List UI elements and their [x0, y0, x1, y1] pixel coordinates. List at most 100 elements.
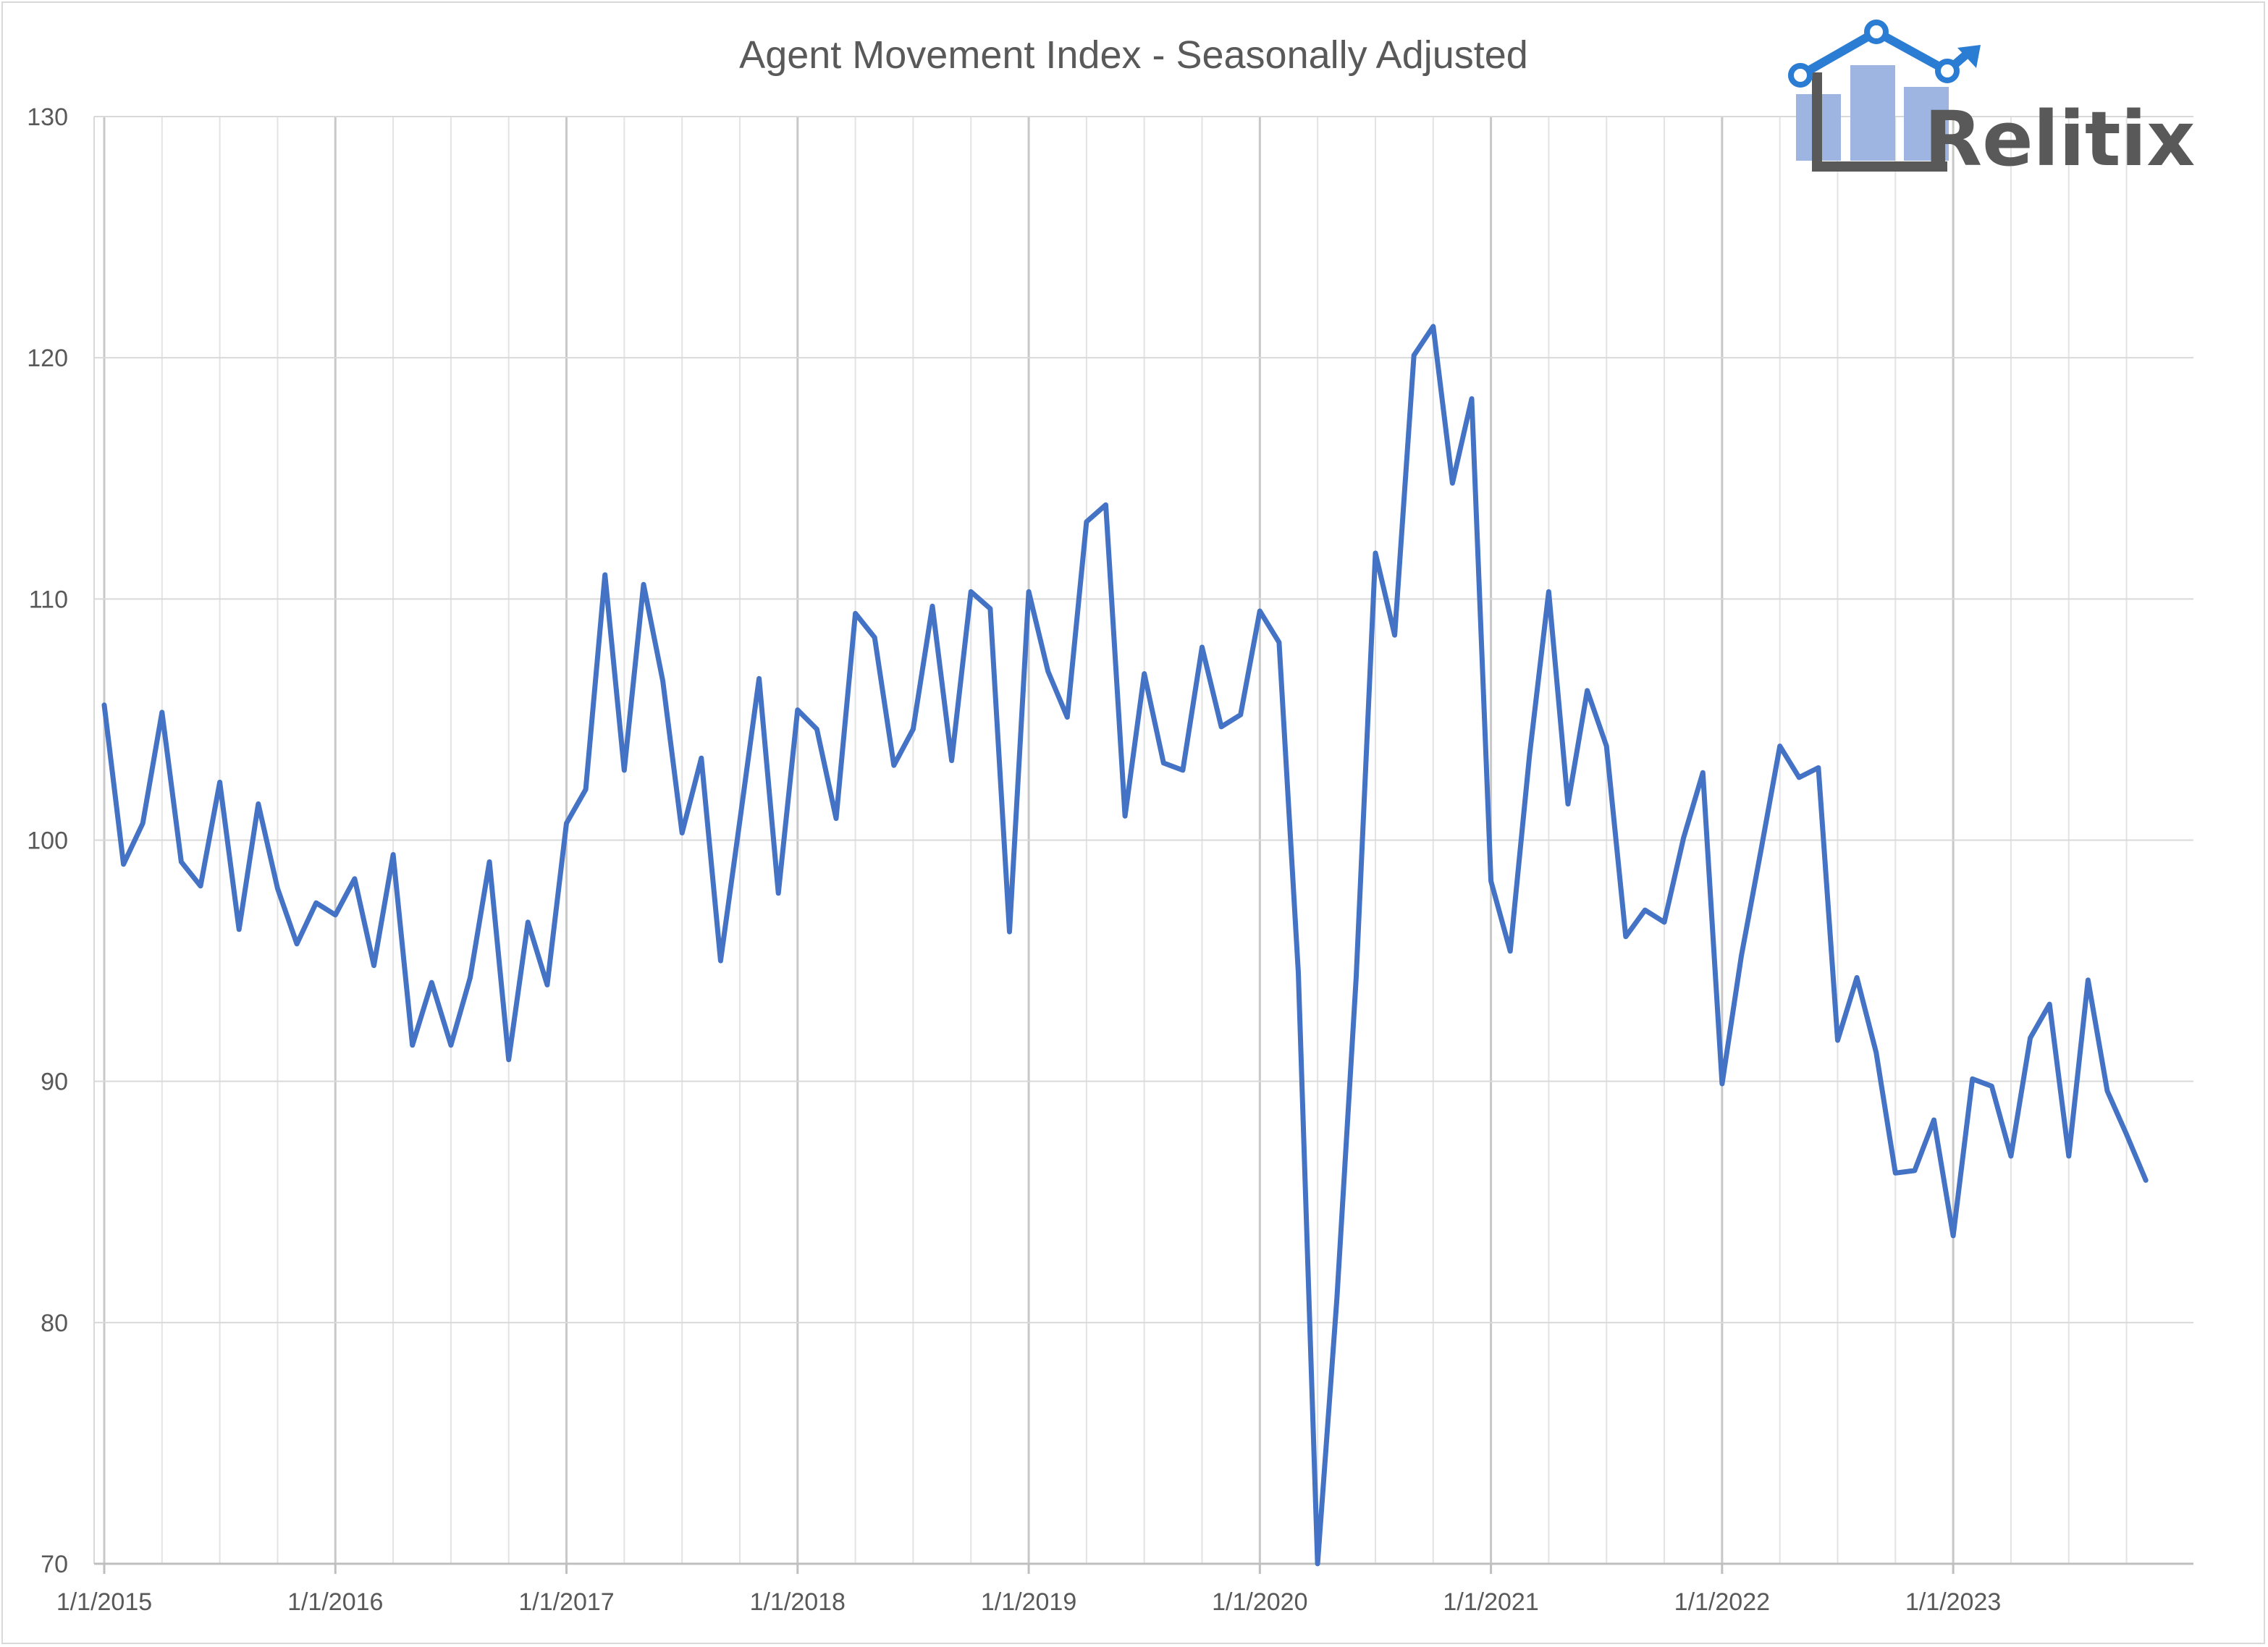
data-point [1740, 953, 1744, 958]
data-point [796, 708, 800, 712]
data-point [2028, 1036, 2033, 1040]
data-point [1546, 589, 1551, 594]
data-point [507, 1058, 511, 1062]
logo-bracket [1812, 72, 1947, 172]
data-point [1624, 935, 1628, 939]
data-point [1489, 879, 1493, 883]
data-point [1682, 835, 1686, 840]
data-point [699, 756, 704, 760]
data-points [102, 324, 2148, 1566]
data-point [526, 920, 530, 924]
x-tick-label: 1/1/2016 [287, 1588, 383, 1616]
data-point [661, 679, 665, 683]
data-point [237, 927, 241, 932]
data-point [160, 710, 164, 715]
data-point [1662, 920, 1666, 924]
data-point [950, 759, 954, 763]
data-point [1200, 645, 1205, 649]
x-tick-label: 1/1/2015 [56, 1588, 152, 1616]
data-point [1046, 669, 1050, 673]
data-point [333, 913, 337, 917]
data-point [930, 604, 935, 608]
data-point [429, 980, 434, 985]
data-point [2067, 1154, 2071, 1158]
x-axis: 1/1/2015 1/1/2016 1/1/2017 1/1/2018 1/1/2019… [56, 1564, 2001, 1616]
data-point [256, 802, 261, 806]
data-point [1893, 1171, 1897, 1175]
data-point [1219, 725, 1223, 729]
data-point [2086, 978, 2090, 982]
data-point [1431, 324, 1436, 329]
chart-title: Agent Movement Index - Seasonally Adjust… [739, 33, 1528, 77]
data-point [1412, 353, 1416, 358]
y-axis: 70 80 90 100 110 120 130 [27, 104, 68, 1578]
data-point [583, 788, 588, 792]
data-point [122, 862, 126, 867]
data-point [1277, 640, 1281, 644]
logo-node-icon [1788, 63, 1813, 88]
data-point [2143, 1178, 2148, 1182]
data-point [1951, 1234, 1955, 1238]
data-point [1315, 1562, 1320, 1566]
data-point [1065, 715, 1069, 720]
data-point [2105, 1089, 2109, 1093]
data-point [1527, 754, 1532, 758]
data-point [892, 763, 896, 767]
data-point [2047, 1002, 2052, 1006]
data-point [1297, 971, 1301, 975]
data-point [1008, 930, 1012, 934]
data-point [1758, 850, 1763, 854]
data-point [1161, 761, 1165, 765]
data-point [718, 959, 722, 963]
data-point [391, 853, 395, 857]
data-point [468, 975, 473, 980]
data-point [1104, 502, 1108, 507]
data-point [680, 831, 684, 835]
logo-arrow-icon [1957, 45, 1981, 68]
data-point [1816, 766, 1821, 770]
data-point [1026, 589, 1031, 594]
data-point [757, 676, 762, 681]
data-point [911, 727, 915, 731]
data-point [545, 982, 549, 987]
data-point [410, 1043, 415, 1048]
logo-bar-3 [1904, 87, 1949, 161]
data-point [1354, 975, 1358, 980]
x-tick-label: 1/1/2023 [1905, 1588, 2001, 1616]
data-point [487, 860, 492, 864]
data-point [1836, 1038, 1840, 1042]
grid-lines [93, 116, 2193, 1565]
data-point [1855, 975, 1859, 980]
data-point [1604, 744, 1609, 749]
data-point [372, 964, 376, 968]
x-tick-label: 1/1/2019 [981, 1588, 1076, 1616]
data-point [1797, 775, 1801, 780]
data-point [1970, 1077, 1975, 1081]
data-point [1989, 1084, 1994, 1088]
data-point [1720, 1082, 1724, 1086]
data-point [1257, 609, 1262, 613]
data-point [738, 819, 742, 823]
data-point [641, 582, 646, 586]
data-point [1239, 712, 1243, 717]
data-point [198, 884, 203, 888]
data-point [1508, 949, 1512, 953]
data-point [1470, 397, 1474, 401]
data-point [1643, 908, 1647, 912]
relitix-logo: Relitix [1788, 20, 2195, 183]
data-point [179, 860, 183, 864]
y-tick-label: 110 [29, 586, 68, 613]
data-point [1084, 520, 1089, 524]
x-tick-label: 1/1/2022 [1674, 1588, 1770, 1616]
data-point [1913, 1168, 1917, 1173]
data-point [1778, 744, 1782, 749]
data-point [314, 901, 319, 905]
data-point [353, 877, 357, 881]
x-tick-label: 1/1/2020 [1212, 1588, 1307, 1616]
data-point [1142, 672, 1147, 676]
data-point [969, 589, 973, 594]
x-tick-label: 1/1/2017 [518, 1588, 614, 1616]
logo-text: Relitix [1924, 95, 2195, 183]
logo-node-icon [1864, 20, 1889, 44]
